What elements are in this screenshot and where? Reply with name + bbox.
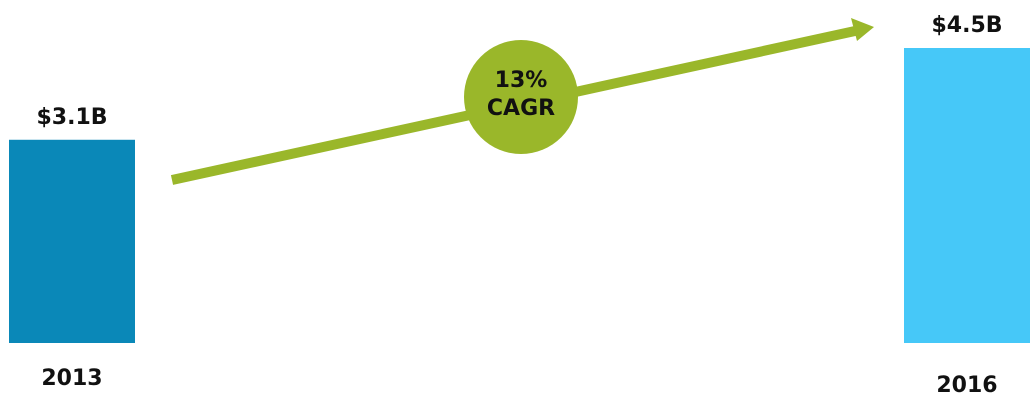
growth-arrow-head [851, 18, 874, 41]
cagr-badge: 13% CAGR [464, 40, 578, 154]
value-label-2013: $3.1B [36, 105, 107, 130]
category-label-2016: 2016 [936, 373, 997, 398]
bar-2013 [9, 139, 135, 343]
value-label-2016: $4.5B [931, 13, 1002, 38]
cagr-percent: 13% [495, 68, 548, 93]
bars-layer [9, 48, 1030, 343]
bar-2016 [904, 48, 1030, 343]
cagr-badge-circle [464, 40, 578, 154]
cagr-label: CAGR [487, 96, 555, 121]
category-label-2013: 2013 [41, 366, 102, 391]
labels-layer: $3.1B 2013 $4.5B 2016 [36, 13, 1002, 398]
